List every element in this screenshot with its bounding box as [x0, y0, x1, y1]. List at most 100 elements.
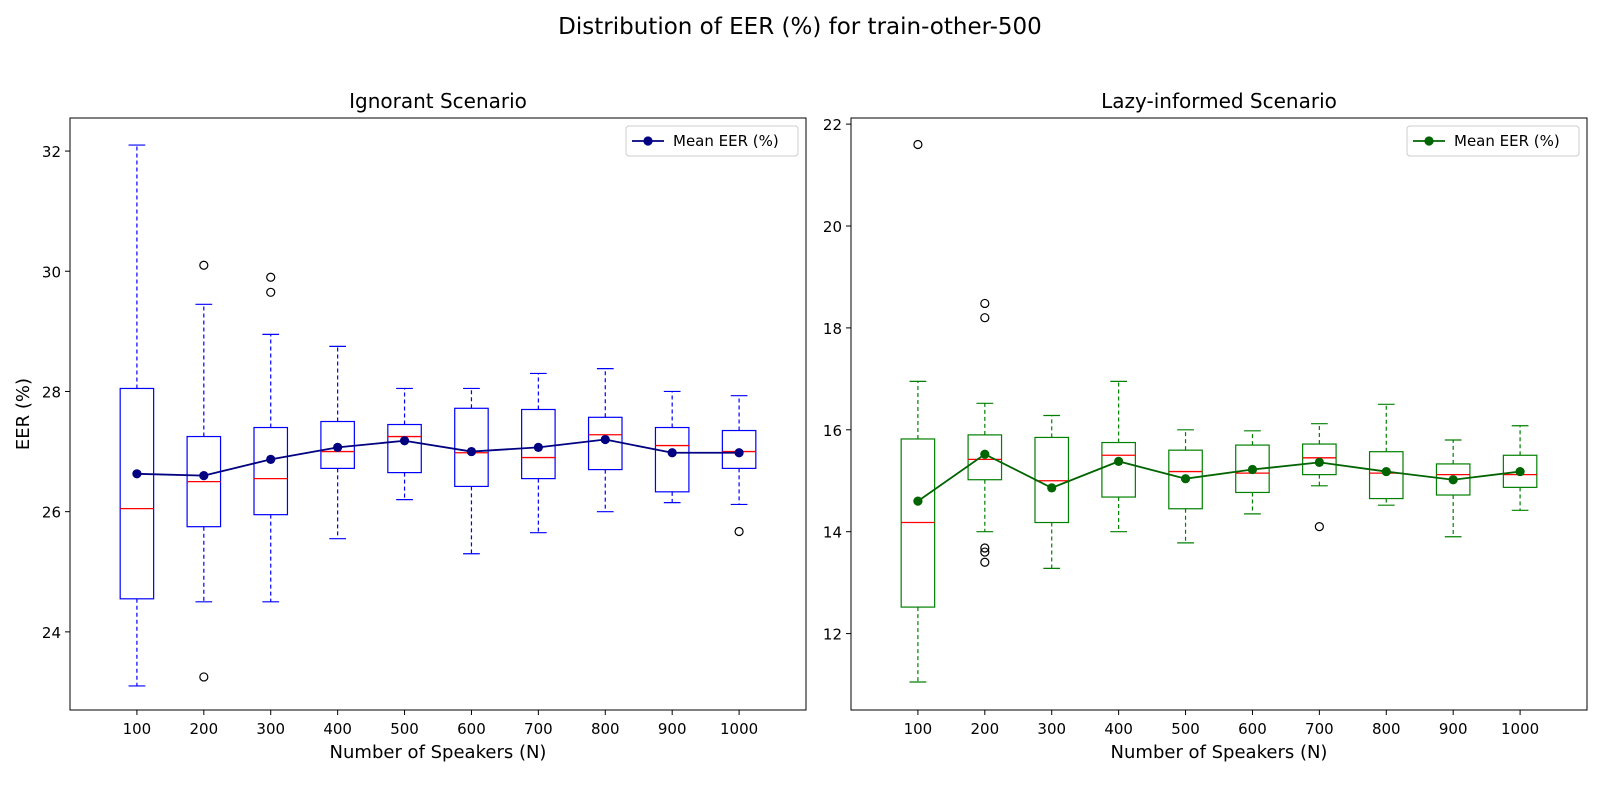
- mean-point: [1448, 475, 1458, 485]
- outlier-point: [913, 139, 923, 150]
- legend: Mean EER (%): [625, 125, 799, 157]
- x-tick-label: 700: [524, 720, 553, 738]
- x-tick-label: 100: [123, 720, 152, 738]
- mean-point: [1247, 464, 1258, 475]
- y-tick-label: 14: [823, 524, 842, 542]
- box-body: [387, 423, 422, 474]
- box-body: [454, 407, 489, 488]
- box-100: [119, 144, 155, 687]
- x-tick-label: 500: [390, 720, 419, 738]
- box-700: [1302, 423, 1337, 532]
- mean-point: [980, 449, 990, 459]
- y-tick-label: 24: [42, 624, 61, 642]
- box-800: [1368, 403, 1404, 506]
- box-700: [521, 372, 556, 534]
- box-body: [1034, 436, 1070, 524]
- mean-point: [600, 434, 610, 445]
- mean-point: [1515, 466, 1525, 477]
- mean-point: [667, 448, 677, 458]
- box-body: [654, 426, 690, 493]
- outlier-point: [266, 272, 276, 282]
- y-tick-label: 16: [823, 422, 842, 440]
- box-body: [1235, 444, 1270, 494]
- box-900: [654, 390, 690, 504]
- x-tick-label: 700: [1305, 720, 1334, 738]
- x-axis-label: Number of Speakers (N): [330, 742, 547, 763]
- box-1000: [721, 395, 757, 537]
- mean-point: [734, 448, 744, 458]
- plot-frame: [69, 117, 807, 711]
- legend-marker-swatch: [643, 136, 653, 146]
- outlier-point: [734, 526, 744, 537]
- plot-frame: [850, 117, 1588, 711]
- mean-point: [1114, 456, 1124, 466]
- x-tick-label: 200: [189, 720, 218, 738]
- box-body: [1368, 451, 1404, 500]
- x-tick-label: 400: [323, 720, 352, 738]
- y-tick-label: 18: [823, 320, 842, 338]
- x-tick-label: 900: [658, 720, 687, 738]
- outlier-point: [199, 672, 209, 682]
- box-300: [253, 272, 289, 603]
- mean-line: [136, 438, 740, 477]
- y-tick-label: 20: [823, 218, 842, 236]
- legend-marker-swatch: [1424, 136, 1434, 146]
- box-body: [119, 387, 155, 600]
- outlier-point: [980, 557, 990, 567]
- x-tick-label: 200: [970, 720, 999, 738]
- x-axis-label: Number of Speakers (N): [1111, 742, 1328, 763]
- box-500: [387, 387, 422, 501]
- mean-point: [399, 436, 410, 446]
- mean-line: [917, 453, 1521, 502]
- mean-point: [1381, 466, 1391, 477]
- x-tick-label: 1000: [1501, 720, 1539, 738]
- box-500: [1168, 429, 1203, 544]
- mean-point: [1314, 457, 1324, 467]
- y-tick-label: 12: [823, 626, 842, 644]
- mean-point: [466, 446, 477, 457]
- outlier-point: [1314, 521, 1324, 532]
- box-body: [1502, 454, 1538, 488]
- mean-point: [132, 469, 142, 479]
- box-600: [1235, 430, 1270, 515]
- subplot-title: Lazy-informed Scenario: [1101, 89, 1337, 113]
- x-tick-label: 500: [1171, 720, 1200, 738]
- figure-title: Distribution of EER (%) for train-other-…: [558, 14, 1042, 40]
- x-tick-label: 800: [1372, 720, 1401, 738]
- legend-label: Mean EER (%): [673, 132, 779, 150]
- panel-ignorant: Ignorant Scenario Number of Speakers (N) E…: [13, 89, 807, 763]
- subplot-title: Ignorant Scenario: [349, 89, 527, 113]
- outlier-point: [980, 313, 990, 323]
- x-tick-label: 900: [1439, 720, 1468, 738]
- box-body: [1302, 443, 1337, 476]
- x-tick-label: 300: [256, 720, 285, 738]
- x-tick-label: 800: [591, 720, 620, 738]
- box-body: [1168, 449, 1203, 510]
- box-body: [1101, 441, 1136, 498]
- x-tick-label: 100: [904, 720, 933, 738]
- mean-point: [266, 454, 276, 464]
- box-400: [1101, 380, 1136, 533]
- box-body: [721, 429, 757, 469]
- y-tick-label: 22: [823, 116, 842, 134]
- panel-lazy-informed: Lazy-informed Scenario Number of Speakers…: [823, 89, 1588, 763]
- box-body: [1435, 463, 1471, 496]
- box-400: [320, 345, 355, 540]
- x-tick-label: 400: [1104, 720, 1133, 738]
- box-900: [1435, 439, 1471, 538]
- legend-label: Mean EER (%): [1454, 132, 1560, 150]
- outlier-point: [266, 287, 276, 297]
- mean-point: [1047, 483, 1057, 493]
- outlier-point: [199, 260, 209, 270]
- mean-point: [913, 496, 923, 506]
- x-tick-label: 600: [457, 720, 486, 738]
- x-tick-label: 1000: [720, 720, 758, 738]
- y-tick-label: 32: [42, 143, 61, 161]
- y-tick-label: 28: [42, 383, 61, 401]
- box-100: [900, 139, 936, 683]
- box-body: [967, 434, 1003, 481]
- box-600: [454, 387, 489, 555]
- x-tick-label: 300: [1037, 720, 1066, 738]
- legend-frame: [625, 125, 799, 157]
